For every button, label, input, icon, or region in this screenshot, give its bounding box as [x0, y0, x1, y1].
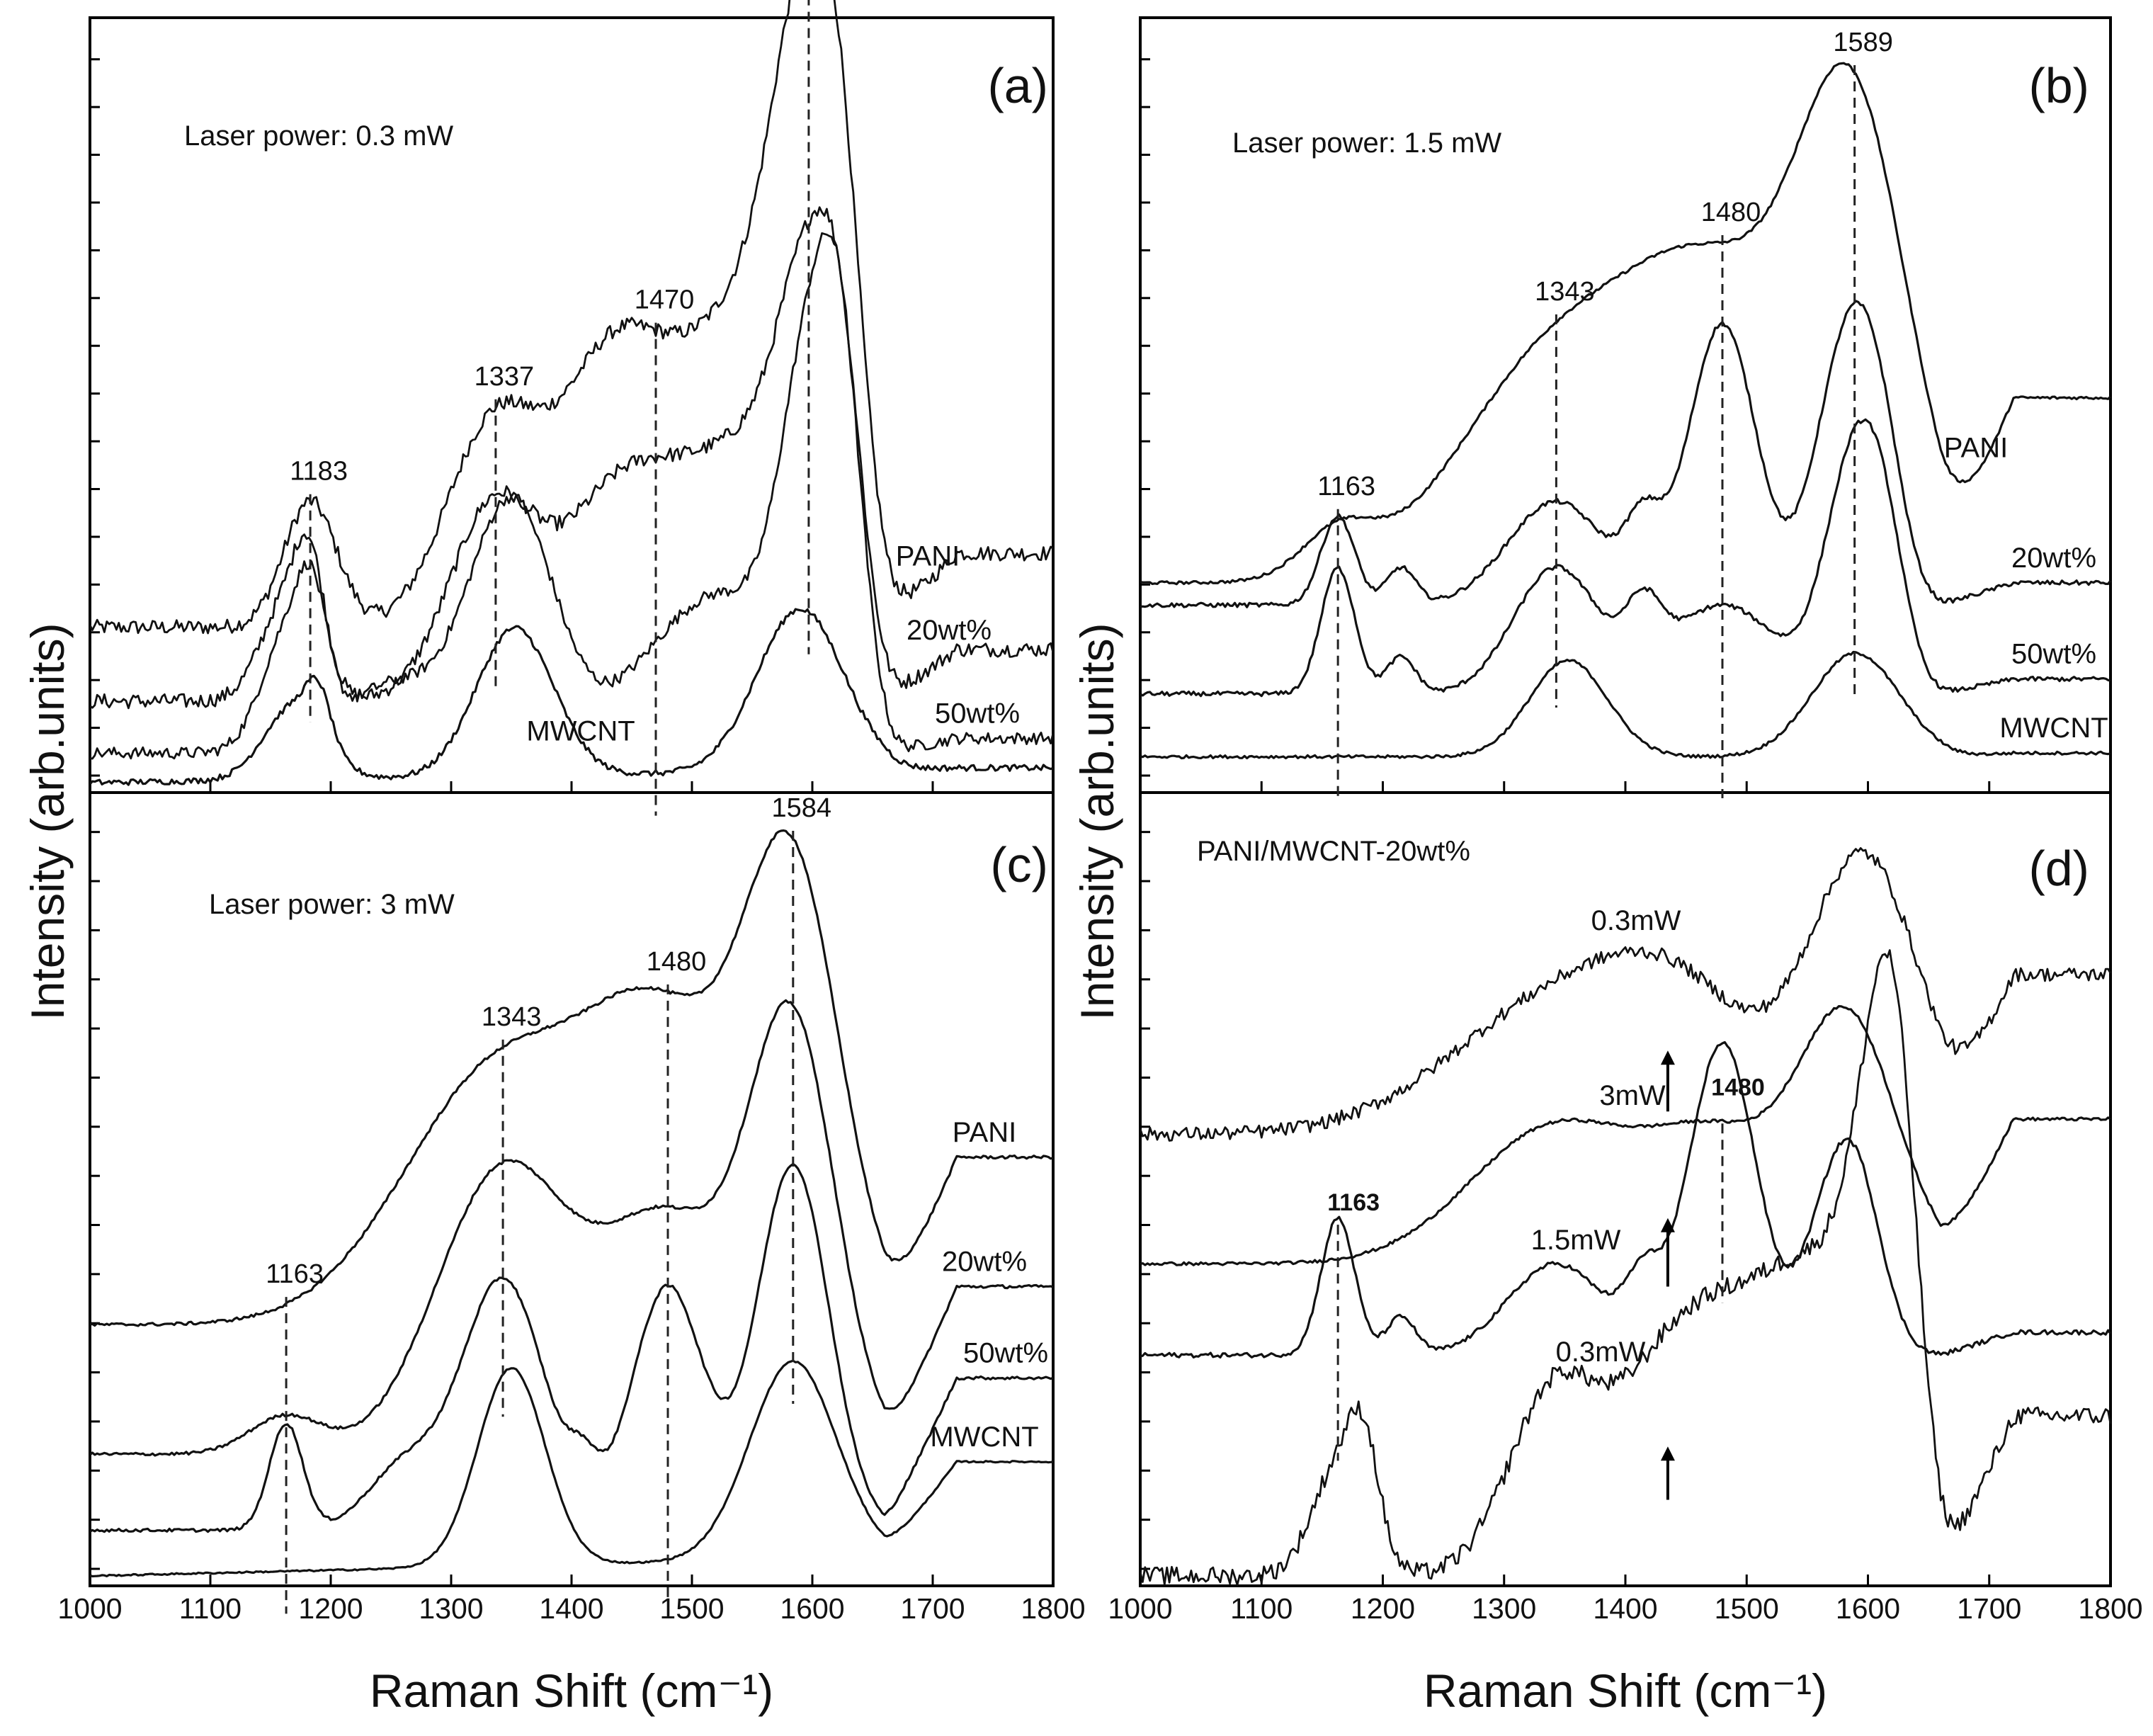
panel-b-peak-label: 1343 [1535, 277, 1595, 307]
panel-b-series-pani [1140, 62, 2112, 586]
panel-d-series-03mw [1139, 847, 2112, 1142]
panel-c-peak-label: 1584 [772, 793, 832, 823]
panel-a-peak-label: 1337 [475, 362, 535, 392]
panel-d-series-label: 0.3mW [1556, 1337, 1646, 1368]
panel-a-series-label: 50wt% [935, 698, 1020, 729]
panel-c-series-50wt [89, 1162, 1054, 1533]
panel-b-series-50wt [1140, 418, 2111, 698]
panel-b-label: (b) [2028, 58, 2089, 113]
panel-d-arrow-head [1660, 1218, 1675, 1232]
panel-d-title: PANI/MWCNT-20wt% [1197, 836, 1470, 867]
panel-a-label: (a) [987, 58, 1048, 113]
panel-c-series-label: 50wt% [963, 1338, 1048, 1369]
panel-d-series-3mw [1140, 1005, 2111, 1266]
panel-c-xtick-label: 1300 [419, 1592, 483, 1625]
panel-c-xtick-label: 1200 [298, 1592, 363, 1625]
panel-b-title: Laser power: 1.5 mW [1232, 127, 1501, 159]
panel-c-series-label: MWCNT [930, 1422, 1038, 1453]
x-axis-label-right: Raman Shift (cm⁻¹) [1424, 1664, 1827, 1717]
panel-b-series-label: PANI [1944, 433, 2008, 464]
panel-b-series-label: MWCNT [1999, 713, 2108, 744]
x-axis-label-left: Raman Shift (cm⁻¹) [370, 1664, 773, 1717]
panel-c-xtick-label: 1600 [780, 1592, 844, 1625]
panel-b-peak-label: 1589 [1833, 28, 1893, 57]
panel-c-peak-label: 1480 [647, 947, 707, 977]
panel-a-series-pani [89, 0, 1054, 635]
panel-c-xtick-label: 1100 [179, 1592, 242, 1625]
panel-c-series-label: PANI [953, 1117, 1016, 1148]
y-axis-label-left: Intensity (arb.units) [21, 623, 74, 1020]
panel-b-series-20wt [1140, 300, 2112, 608]
panel-b-series-label: 50wt% [2011, 639, 2096, 670]
y-axis-label-right: Intensity (arb.units) [1071, 623, 1123, 1020]
panel-c-xtick-label: 1700 [900, 1592, 965, 1625]
panel-a-series-label: PANI [896, 540, 960, 572]
panel-a-series-20wt [89, 206, 1055, 710]
panel-a-title: Laser power: 0.3 mW [184, 120, 453, 152]
panel-d-series-03mw [1139, 949, 2112, 1586]
panel-d-series-label: 3mW [1599, 1080, 1666, 1111]
panel-d-xtick-label: 1700 [1957, 1592, 2021, 1625]
panel-d-xtick-label: 1000 [1108, 1592, 1172, 1625]
panel-b-series-label: 20wt% [2011, 543, 2096, 574]
panel-d-xtick-label: 1100 [1230, 1592, 1293, 1625]
panel-b-peak-label: 1163 [1317, 472, 1375, 501]
panel-c-peak-label: 1163 [266, 1259, 324, 1289]
panel-d-xtick-label: 1600 [1836, 1592, 1900, 1625]
panel-c-peak-label: 1343 [482, 1002, 542, 1032]
panel-a-peak-label: 1183 [290, 457, 348, 487]
panel-d-arrow-head [1660, 1050, 1675, 1065]
panel-c-series-20wt [89, 999, 1054, 1457]
panel-d-xtick-label: 1200 [1351, 1592, 1415, 1625]
panel-a-series-mwcnt [89, 608, 1054, 786]
panel-c-series-label: 20wt% [942, 1247, 1027, 1278]
panel-a-peak-label: 1470 [635, 285, 695, 315]
panel-d-xtick-label: 1800 [2078, 1592, 2142, 1625]
panel-d-series-label: 1.5mW [1531, 1225, 1621, 1256]
panel-c-label: (c) [990, 837, 1048, 892]
panel-c-series-mwcnt [89, 1359, 1054, 1578]
panel-d-arrow-head [1660, 1446, 1675, 1461]
panel-d-peak-label: 1163 [1327, 1189, 1380, 1216]
panel-c-xtick-label: 1400 [539, 1592, 603, 1625]
panel-c-xtick-label: 1500 [659, 1592, 724, 1625]
panel-d-xtick-label: 1300 [1472, 1592, 1536, 1625]
panel-c-xtick-label: 1000 [57, 1592, 122, 1625]
panel-b-series-mwcnt [1140, 650, 2111, 760]
panel-a-series-label: 20wt% [907, 615, 992, 646]
panel-d-series-label: 0.3mW [1591, 905, 1681, 936]
panel-d-xtick-label: 1500 [1715, 1592, 1779, 1625]
panel-a-series-label: MWCNT [526, 716, 635, 747]
panel-d-series-15mw [1140, 1040, 2112, 1358]
panel-c-title: Laser power: 3 mW [209, 889, 455, 920]
panel-c-series-pani [89, 829, 1054, 1327]
panel-d-label: (d) [2028, 841, 2089, 896]
panel-c-xtick-label: 1800 [1021, 1592, 1085, 1625]
panel-a-series-50wt [89, 232, 1055, 760]
panel-d-xtick-label: 1400 [1593, 1592, 1657, 1625]
panel-d-peak-label: 1480 [1711, 1074, 1765, 1101]
panel-b-peak-label: 1480 [1701, 198, 1761, 227]
